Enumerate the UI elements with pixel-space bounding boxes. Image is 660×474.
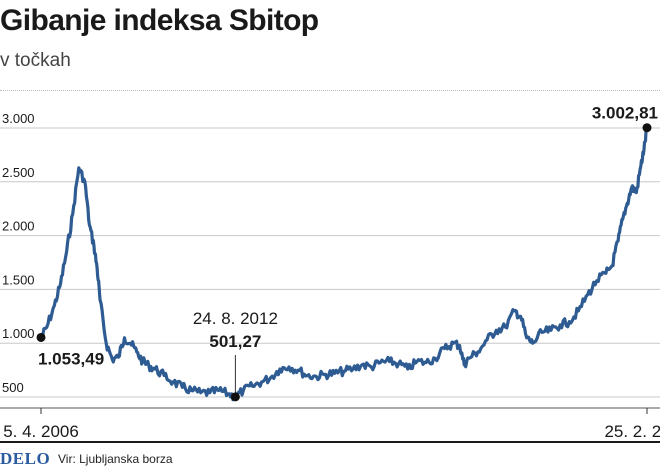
y-tick-label: 1.500 bbox=[2, 272, 35, 287]
min-value-label: 501,27 bbox=[209, 332, 261, 351]
top-divider bbox=[0, 90, 660, 91]
source-note: Vir: Ljubljanska borza bbox=[58, 452, 173, 466]
y-tick-label: 500 bbox=[2, 380, 24, 395]
line-chart: 500 1.000 1.500 2.000 2.500 3.000 5. 4. 2006 25… bbox=[0, 104, 660, 440]
y-tick-label: 1.000 bbox=[2, 326, 35, 341]
annotations: 1.053,49 24. 8. 2012 501,27 3.002,81 bbox=[36, 104, 658, 402]
start-point bbox=[36, 332, 46, 342]
y-tick-label: 2.000 bbox=[2, 219, 35, 234]
start-value-label: 1.053,49 bbox=[38, 349, 104, 368]
chart-title: Gibanje indeksa Sbitop bbox=[0, 4, 319, 37]
delo-logo: DELO bbox=[0, 449, 51, 468]
min-point bbox=[230, 392, 240, 402]
footer: DELO Vir: Ljubljanska borza bbox=[0, 441, 660, 474]
axes: 500 1.000 1.500 2.000 2.500 3.000 5. 4. 2006 25… bbox=[0, 111, 660, 440]
end-value-label: 3.002,81 bbox=[592, 104, 658, 123]
end-point bbox=[642, 123, 652, 133]
y-tick-label: 3.000 bbox=[2, 111, 35, 126]
index-line bbox=[39, 127, 649, 402]
min-date-label: 24. 8. 2012 bbox=[193, 309, 278, 328]
grid bbox=[0, 127, 660, 398]
x-tick-label: 5. 4. 2006 bbox=[3, 422, 79, 440]
y-tick-label: 2.500 bbox=[2, 165, 35, 180]
chart-subtitle: v točkah bbox=[0, 50, 71, 71]
x-tick-label: 25. 2. 2026 bbox=[604, 422, 660, 440]
series-layer bbox=[39, 127, 649, 402]
